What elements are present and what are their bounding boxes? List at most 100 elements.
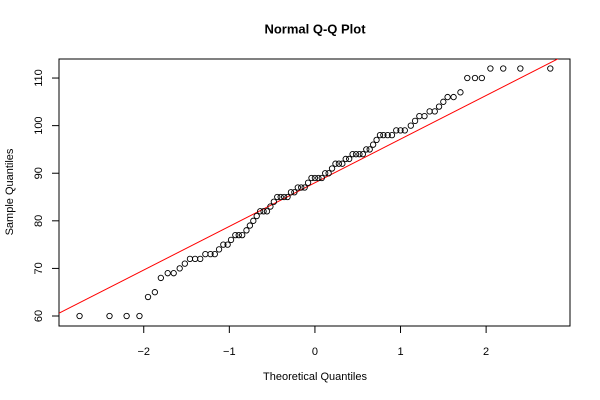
point — [267, 203, 274, 210]
point — [426, 108, 433, 115]
point — [304, 179, 312, 186]
point — [376, 131, 384, 139]
x-tick-label: −1 — [223, 346, 236, 358]
point — [232, 231, 239, 239]
point — [243, 227, 250, 234]
point — [339, 160, 346, 167]
point — [359, 151, 367, 158]
point — [164, 270, 171, 277]
chart-title: Normal Q-Q Plot — [264, 21, 366, 36]
x-tick-label: 1 — [397, 346, 403, 358]
point — [373, 136, 380, 144]
point — [308, 174, 315, 182]
point — [487, 65, 494, 72]
point — [186, 255, 194, 263]
point — [464, 74, 471, 82]
point — [315, 174, 322, 182]
point — [274, 193, 281, 201]
point — [215, 246, 223, 253]
point — [356, 151, 363, 158]
y-tick-label: 110 — [33, 69, 45, 87]
point — [284, 193, 291, 201]
point — [471, 74, 479, 82]
point — [280, 193, 288, 201]
point — [202, 250, 209, 258]
point — [235, 231, 242, 239]
point — [270, 198, 277, 205]
x-tick-label: 2 — [483, 346, 489, 358]
point — [260, 208, 267, 215]
point — [517, 65, 524, 72]
point — [277, 193, 284, 201]
point — [298, 184, 305, 191]
point — [352, 151, 360, 158]
point — [435, 103, 443, 110]
point — [220, 241, 227, 248]
point — [322, 170, 329, 177]
x-tick-label: −2 — [137, 346, 150, 358]
point — [335, 160, 343, 167]
point — [123, 312, 130, 320]
point — [246, 222, 254, 229]
point — [342, 155, 349, 163]
reference-line — [59, 59, 559, 314]
y-tick-label: 70 — [33, 262, 45, 274]
point — [318, 174, 325, 182]
point — [457, 89, 464, 96]
y-tick-label: 60 — [33, 310, 45, 322]
point — [224, 241, 231, 248]
point — [450, 93, 457, 101]
point — [263, 208, 271, 215]
point — [411, 117, 419, 125]
point — [325, 170, 332, 177]
plot-box — [58, 58, 571, 327]
point — [301, 184, 308, 191]
y-tick-label: 90 — [33, 167, 45, 179]
point — [328, 165, 336, 172]
point — [176, 265, 183, 272]
x-tick-label: 0 — [312, 346, 318, 358]
point — [440, 98, 447, 105]
point — [144, 293, 152, 301]
y-tick-label: 80 — [33, 215, 45, 227]
point — [287, 189, 295, 196]
x-axis-label: Theoretical Quantiles — [263, 371, 367, 383]
y-tick-label: 100 — [33, 116, 45, 134]
point — [401, 127, 408, 134]
y-axis-label: Sample Quantiles — [4, 148, 16, 235]
point — [191, 255, 199, 263]
point — [211, 250, 218, 258]
point — [407, 122, 414, 129]
point — [181, 260, 188, 267]
point — [366, 146, 373, 153]
point — [421, 112, 428, 120]
point — [227, 236, 235, 244]
point — [444, 93, 451, 101]
point — [207, 250, 214, 258]
point — [478, 74, 485, 82]
point — [291, 189, 298, 196]
point — [294, 184, 301, 191]
point — [197, 255, 204, 263]
point — [388, 131, 396, 139]
point — [380, 131, 387, 139]
point — [416, 112, 423, 120]
point — [256, 208, 264, 215]
point — [136, 312, 143, 320]
point — [311, 174, 319, 182]
point — [332, 160, 339, 167]
point — [547, 65, 554, 72]
point — [369, 141, 377, 148]
point — [393, 127, 400, 134]
point — [170, 270, 177, 277]
point — [151, 289, 159, 296]
point — [157, 274, 165, 282]
point — [76, 312, 83, 320]
point — [349, 151, 356, 158]
point — [346, 155, 353, 163]
point — [250, 217, 257, 224]
point — [239, 231, 246, 239]
point — [253, 212, 260, 220]
point — [384, 131, 391, 139]
